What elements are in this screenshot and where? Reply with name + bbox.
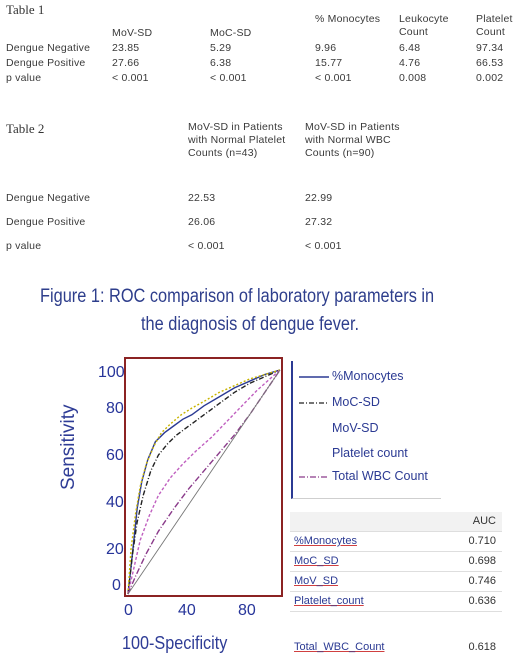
legend-label: MoC-SD [332,395,380,409]
auc-header: AUC [472,515,496,527]
x-axis-label: 100-Specificity [122,633,228,653]
table1-cell: 66.53 [476,57,504,69]
auc-row-value: 0.746 [468,575,496,587]
table1-cell: 9.96 [315,42,337,54]
auc-row-value: 0.698 [468,555,496,567]
auc-header-row: AUC [290,512,502,532]
roc-curve-monocytes [127,369,281,595]
table1-header-movsd: MoV-SD [112,27,153,39]
table1-row-label: Dengue Positive [6,57,86,69]
x-tick-label: 40 [178,602,196,619]
table1-cell: 4.76 [399,57,421,69]
table1-cell: < 0.001 [315,72,352,84]
auc-row-name: MoC_SD [294,555,339,567]
plot-frame [124,357,283,597]
table1-cell: < 0.001 [210,72,247,84]
table2-row-label: Dengue Positive [6,216,86,228]
table1-header-leukocyte: Leukocyte Count [399,13,449,38]
auc-row-value: 0.618 [468,641,496,653]
legend-label: MoV-SD [332,421,379,435]
table1-row-label: p value [6,72,42,84]
auc-row-name: Total_WBC_Count [294,641,385,653]
auc-row-name: Platelet_count [294,595,364,607]
table2-cell: 22.53 [188,192,216,204]
legend-label: Total WBC Count [332,469,428,483]
table1-cell: 0.002 [476,72,504,84]
table1-cell: 6.48 [399,42,421,54]
table1-cell: 23.85 [112,42,140,54]
legend-swatches [299,376,329,478]
auc-row: Platelet_count 0.636 [290,592,502,612]
diagonal-reference-line [127,369,281,595]
table1-title: Table 1 [6,2,45,17]
y-tick-label: 20 [106,541,124,558]
table1-cell: < 0.001 [112,72,149,84]
x-tick-label: 0 [124,602,133,619]
auc-row: MoC_SD 0.698 [290,552,502,572]
table2-row-label: Dengue Negative [6,192,91,204]
table1-cell: 6.38 [210,57,232,69]
y-tick-label: 0 [112,577,121,594]
table2-header-platelet: MoV-SD in Patients with Normal Platelet … [188,121,286,159]
x-tick-label: 80 [238,602,256,619]
table2-cell: < 0.001 [305,240,342,252]
figure-title-line2: the diagnosis of dengue fever. [141,314,360,335]
table2-row-label: p value [6,240,42,252]
figure-title-line1: Figure 1: ROC comparison of laboratory p… [40,286,435,307]
roc-curve-platelet-count [127,369,281,595]
y-tick-label: 60 [106,447,124,464]
table1-cell: 27.66 [112,57,140,69]
legend-label: %Monocytes [332,369,404,383]
table1-cell: 5.29 [210,42,232,54]
auc-row: %Monocytes 0.710 [290,532,502,552]
auc-row-name: %Monocytes [294,535,357,547]
table1-cell: 0.008 [399,72,427,84]
y-axis-label: Sensitivity [58,404,79,490]
y-tick-label: 100 [98,364,125,381]
y-tick-label: 80 [106,400,124,417]
table2-cell: 27.32 [305,216,333,228]
table1-row-label: Dengue Negative [6,42,91,54]
chart-legend [291,361,441,499]
table1-header-platelet: Platelet Count [476,13,513,38]
auc-row-name: MoV_SD [294,575,339,587]
auc-row-value: 0.710 [468,535,496,547]
table2-cell: < 0.001 [188,240,225,252]
table2-cell: 26.06 [188,216,216,228]
auc-row: Total_WBC_Count 0.618 [290,638,502,657]
roc-curve-moc-sd [127,369,281,595]
y-tick-label: 40 [106,494,124,511]
auc-row-value: 0.636 [468,595,496,607]
table2-cell: 22.99 [305,192,333,204]
auc-row: MoV_SD 0.746 [290,572,502,592]
table1-header-mocsd: MoC-SD [210,27,252,39]
table1-header-monocytes: % Monocytes [315,13,381,25]
legend-label: Platelet count [332,446,408,460]
table1-cell: 15.77 [315,57,343,69]
table2-header-wbc: MoV-SD in Patients with Normal WBC Count… [305,121,400,159]
table2-title: Table 2 [6,121,45,136]
table1-cell: 97.34 [476,42,504,54]
